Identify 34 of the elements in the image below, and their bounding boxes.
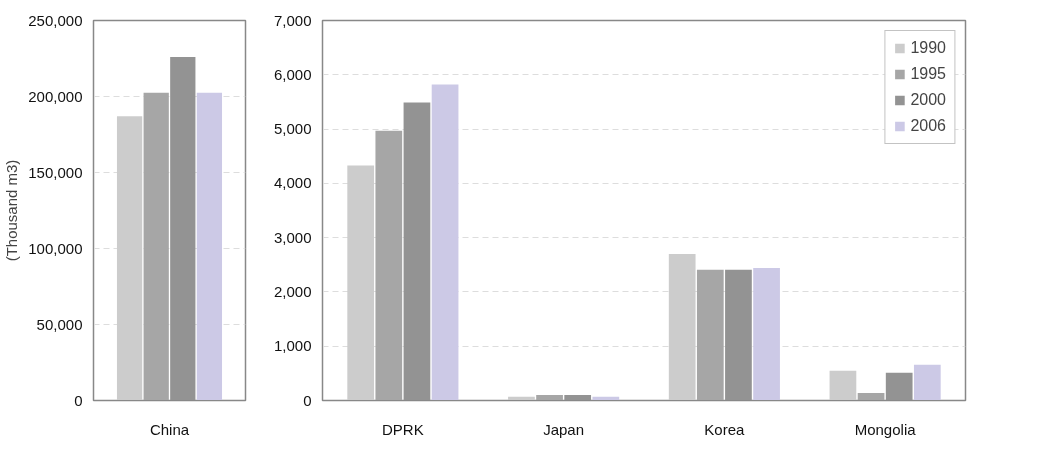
y-tick-label: 0 <box>303 391 312 409</box>
y-tick-label: 1,000 <box>273 337 312 355</box>
bar <box>753 268 780 401</box>
legend-label: 1995 <box>910 65 946 83</box>
x-tick-label: Mongolia <box>854 420 917 438</box>
x-tick-label: DPRK <box>382 420 424 438</box>
y-tick-label: 4,000 <box>273 174 312 192</box>
y-tick-label: 200,000 <box>28 87 83 105</box>
bar <box>536 395 563 401</box>
y-axis-title: (Thousand m3) <box>3 159 21 262</box>
y-tick-label: 50,000 <box>36 315 83 333</box>
x-tick-label: Japan <box>543 420 585 438</box>
x-tick-label: Korea <box>704 420 746 438</box>
y-tick-label: 250,000 <box>28 11 83 29</box>
bar <box>375 130 403 401</box>
bar <box>829 370 857 401</box>
y-tick-label: 2,000 <box>273 282 312 300</box>
y-tick-label: 3,000 <box>273 228 312 246</box>
legend-label: 2000 <box>910 91 946 109</box>
bar <box>857 392 885 401</box>
bar <box>696 269 724 401</box>
y-tick-label: 100,000 <box>28 239 83 257</box>
x-tick-label: China <box>149 420 190 438</box>
bar <box>913 364 941 401</box>
bar <box>431 84 459 401</box>
bar <box>347 165 375 401</box>
y-tick-label: 6,000 <box>273 65 312 83</box>
y-tick-label: 7,000 <box>273 11 312 29</box>
y-tick-label: 0 <box>74 391 83 409</box>
y-tick-label: 5,000 <box>273 120 312 138</box>
bar <box>668 253 696 401</box>
legend-label: 2006 <box>910 117 946 135</box>
y-tick-label: 150,000 <box>28 163 83 181</box>
legend-label: 1990 <box>910 39 946 57</box>
